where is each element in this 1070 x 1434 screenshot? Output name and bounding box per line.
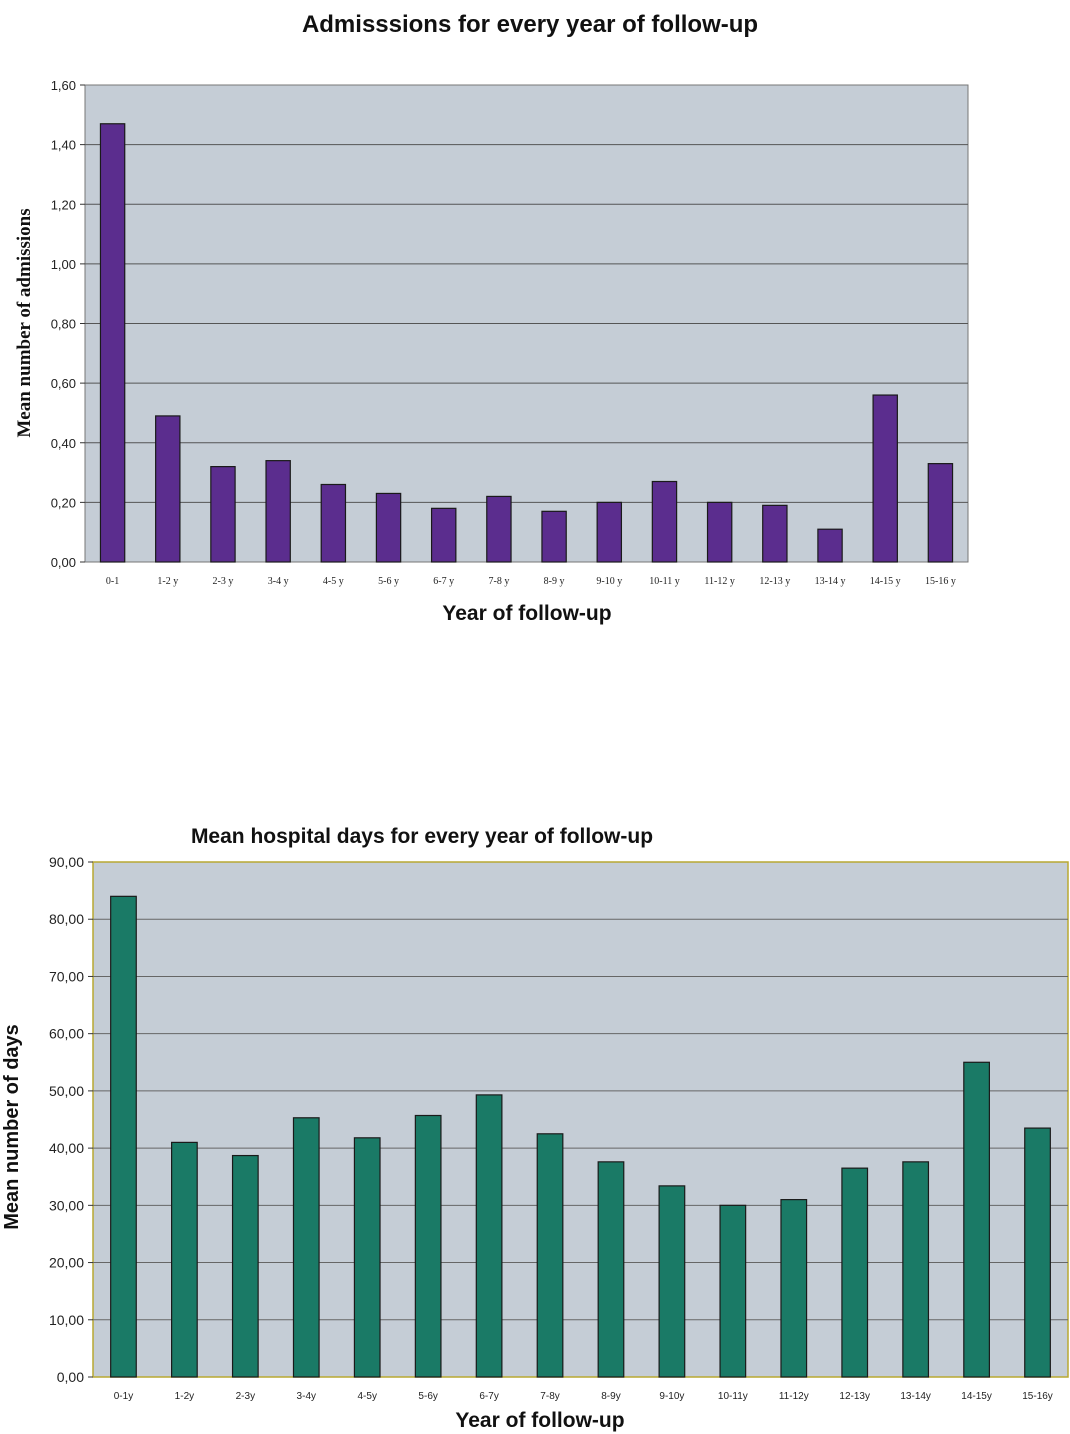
bar-6-7y (475, 1094, 503, 1378)
x-tick-label: 12-13 y (759, 576, 790, 587)
x-tick-label: 4-5 y (323, 576, 344, 587)
x-tick-label: 7-8 y (488, 576, 509, 587)
x-tick-labels: 0-1 1-2 y 2-3 y 3-4 y 4-5 y 5-6 y 6-7 y 7-8 y 8-… (106, 576, 956, 587)
x-axis-label: Year of follow-up (455, 1409, 624, 1432)
x-tick-label: 4-5y (357, 1391, 376, 1402)
y-tick-label: 1,40 (51, 138, 76, 153)
y-tick-label: 20,00 (49, 1255, 84, 1271)
bar-0-1y (110, 895, 137, 1378)
hospital-days-chart: Mean hospital days for every year of fol… (1, 825, 1069, 1432)
x-tick-label: 3-4y (297, 1391, 316, 1402)
y-tick-label: 60,00 (49, 1026, 84, 1042)
x-tick-label: 3-4 y (268, 576, 289, 587)
x-tick-label: 0-1y (114, 1391, 133, 1402)
x-tick-label: 12-13y (839, 1391, 870, 1402)
bar-10-11y (719, 1204, 747, 1378)
bar-12-13y (841, 1167, 869, 1378)
x-tick-label: 2-3y (236, 1391, 255, 1402)
x-tick-label: 8-9 y (544, 576, 565, 587)
y-tick-label: 1,00 (51, 257, 76, 272)
x-tick-label: 7-8y (540, 1391, 559, 1402)
y-tick-label: 30,00 (49, 1197, 84, 1213)
bar-0-1 (99, 123, 126, 563)
bar-4-5y (320, 483, 347, 563)
x-tick-label: 10-11y (718, 1391, 748, 1402)
bars (110, 895, 1051, 1378)
x-axis-label: Year of follow-up (442, 602, 611, 625)
y-tick-label: 0,40 (51, 436, 76, 451)
bar-14-15y (963, 1061, 990, 1378)
y-tick-labels: 0,00 10,00 20,00 30,00 40,00 50,00 60,00 70,00 8… (49, 854, 84, 1385)
bar-1-2y (155, 415, 181, 563)
bar-2-3y (231, 1154, 259, 1378)
y-tick-labels: 0,00 0,20 0,40 0,60 0,80 1,00 1,20 1,40 1,60 (51, 78, 76, 570)
x-tick-label: 9-10y (659, 1391, 684, 1402)
x-tick-label: 14-15y (961, 1391, 992, 1402)
y-tick-label: 10,00 (49, 1312, 84, 1328)
bar-5-6y (375, 492, 402, 563)
bar-6-7y (430, 507, 457, 563)
bar-4-5y (353, 1137, 381, 1378)
y-tick-label: 0,00 (57, 1369, 84, 1385)
admissions-chart: Admisssions for every year of follow-up … (14, 11, 969, 625)
bar-11-12y (706, 501, 733, 563)
bar-7-8y (486, 495, 512, 563)
x-tick-label: 1-2 y (157, 576, 178, 587)
x-tick-label: 0-1 (106, 576, 119, 587)
bar-10-11y (651, 480, 678, 563)
bar-8-9y (597, 1161, 625, 1378)
y-tick-label: 80,00 (49, 911, 84, 927)
x-tick-label: 10-11 y (649, 576, 679, 587)
x-tick-label: 8-9y (601, 1391, 620, 1402)
x-tick-label: 15-16y (1022, 1391, 1053, 1402)
x-tick-label: 14-15 y (870, 576, 901, 587)
y-tick-label: 50,00 (49, 1083, 84, 1099)
chart-title: Admisssions for every year of follow-up (302, 11, 758, 38)
x-tick-label: 13-14 y (815, 576, 846, 587)
x-tick-label: 1-2y (175, 1391, 194, 1402)
bars (99, 123, 954, 563)
x-tick-label: 11-12 y (704, 576, 734, 587)
bar-13-14y (902, 1161, 930, 1378)
x-tick-label: 2-3 y (213, 576, 234, 587)
y-tick-label: 0,00 (51, 555, 76, 570)
x-tick-labels: 0-1y 1-2y 2-3y 3-4y 4-5y 5-6y 6-7y 7-8y 8-9y 9-10… (114, 1391, 1053, 1402)
y-tick-label: 0,20 (51, 495, 76, 510)
bar-13-14y (817, 528, 843, 563)
y-axis-label: Mean number of admissions (14, 208, 35, 437)
x-tick-label: 6-7y (479, 1391, 498, 1402)
y-tick-label: 1,20 (51, 197, 76, 212)
chart-title: Mean hospital days for every year of fol… (191, 825, 653, 848)
y-tick-label: 1,60 (51, 78, 76, 93)
y-tick-label: 0,60 (51, 376, 76, 391)
bar-2-3y (210, 466, 236, 563)
bar-7-8y (536, 1133, 564, 1378)
bar-8-9y (541, 510, 567, 563)
bar-3-4y (265, 460, 291, 563)
x-tick-label: 11-12y (779, 1391, 809, 1402)
x-tick-label: 6-7 y (433, 576, 454, 587)
bar-15-16y (927, 463, 954, 563)
x-tick-label: 5-6y (418, 1391, 437, 1402)
x-tick-label: 9-10 y (596, 576, 622, 587)
bar-14-15y (872, 394, 898, 563)
y-tick-label: 70,00 (49, 968, 84, 984)
x-tick-label: 5-6 y (378, 576, 399, 587)
x-tick-label: 15-16 y (925, 576, 956, 587)
y-axis-label: Mean number of days (1, 1024, 23, 1230)
bar-5-6y (414, 1114, 442, 1378)
bar-12-13y (762, 504, 788, 563)
x-tick-label: 13-14y (900, 1391, 931, 1402)
bar-3-4y (292, 1117, 320, 1378)
y-tick-label: 40,00 (49, 1140, 84, 1156)
bar-11-12y (780, 1199, 808, 1378)
bar-1-2y (171, 1141, 198, 1378)
bar-15-16y (1024, 1127, 1051, 1378)
bar-9-10y (658, 1185, 686, 1378)
y-tick-label: 90,00 (49, 854, 84, 870)
bar-9-10y (596, 501, 623, 563)
y-tick-label: 0,80 (51, 317, 76, 332)
